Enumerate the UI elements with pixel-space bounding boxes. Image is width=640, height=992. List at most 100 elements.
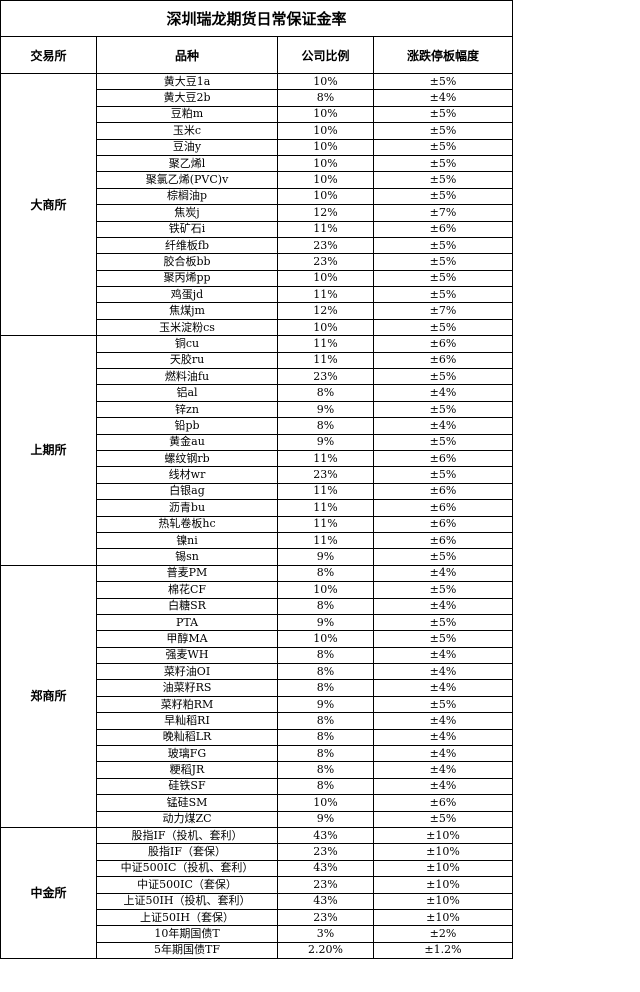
price-limit-cell: ±2% [372, 925, 514, 943]
company-ratio-cell: 9% [277, 548, 374, 566]
company-ratio-cell: 23% [277, 253, 374, 271]
product-cell: 强麦WH [96, 646, 278, 665]
price-limit-cell: ±5% [372, 187, 514, 206]
price-limit-cell: ±6% [372, 335, 514, 353]
price-limit-cell: ±1.2% [372, 941, 514, 960]
table-row: 油菜籽RS 8% ±4% [1, 679, 514, 697]
table-row: 鸡蛋jd 11% ±5% [1, 286, 514, 304]
product-cell: 锡sn [96, 548, 278, 566]
company-ratio-cell: 23% [277, 876, 374, 894]
company-ratio-cell: 11% [277, 482, 374, 501]
price-limit-cell: ±5% [372, 581, 514, 599]
table-row: 豆粕m 10% ±5% [1, 105, 514, 124]
product-cell: 焦炭j [96, 204, 278, 222]
price-limit-cell: ±5% [372, 253, 514, 271]
company-ratio-cell: 10% [277, 187, 374, 206]
product-cell: 胶合板bb [96, 253, 278, 271]
table-row: 中金所 股指IF（投机、套利） 43% ±10% [0, 826, 514, 960]
price-limit-cell: ±4% [372, 712, 514, 730]
table-row: 棕榈油p 10% ±5% [1, 187, 514, 206]
product-cell: 豆油y [96, 138, 278, 156]
company-ratio-cell: 2.20% [277, 941, 374, 960]
header-company-ratio: 公司比例 [277, 36, 374, 74]
price-limit-cell: ±6% [372, 499, 514, 517]
company-ratio-cell: 8% [277, 679, 374, 697]
product-cell: 纤维板fb [96, 236, 278, 255]
product-cell: 玻璃FG [96, 745, 278, 763]
company-ratio-cell: 9% [277, 400, 374, 419]
company-ratio-cell: 9% [277, 810, 374, 828]
product-cell: 股指IF（投机、套利） [96, 826, 278, 845]
company-ratio-cell: 10% [277, 581, 374, 599]
price-limit-cell: ±7% [372, 302, 514, 320]
company-ratio-cell: 10% [277, 105, 374, 124]
table-row: 焦炭j 12% ±7% [1, 204, 514, 222]
company-ratio-cell: 12% [277, 302, 374, 320]
price-limit-cell: ±6% [372, 531, 514, 550]
price-limit-cell: ±5% [372, 138, 514, 156]
company-ratio-cell: 9% [277, 613, 374, 632]
product-cell: 天胶ru [96, 351, 278, 370]
product-cell: 铅pb [96, 417, 278, 435]
price-limit-cell: ±4% [372, 89, 514, 107]
header-price-limit: 涨跌停板幅度 [372, 36, 514, 74]
company-ratio-cell: 8% [277, 728, 374, 747]
product-cell: 玉米淀粉cs [96, 318, 278, 337]
company-ratio-cell: 10% [277, 138, 374, 156]
company-ratio-cell: 11% [277, 220, 374, 238]
company-ratio-cell: 43% [277, 826, 374, 845]
product-cell: 上证50IH（投机、套利） [96, 892, 278, 910]
product-cell: 中证500IC（套保） [96, 876, 278, 894]
company-ratio-cell: 11% [277, 335, 374, 353]
company-ratio-cell: 23% [277, 368, 374, 386]
company-ratio-cell: 11% [277, 499, 374, 517]
table-row: 粳稻JR 8% ±4% [1, 761, 514, 779]
product-cell: 硅铁SF [96, 777, 278, 796]
company-ratio-cell: 23% [277, 236, 374, 255]
product-cell: 聚乙烯l [96, 154, 278, 173]
price-limit-cell: ±4% [372, 777, 514, 796]
product-cell: 锰硅SM [96, 794, 278, 812]
product-cell: 晚籼稻LR [96, 728, 278, 747]
product-cell: 黄大豆2b [96, 89, 278, 107]
price-limit-cell: ±4% [372, 384, 514, 402]
table-row: 聚氯乙烯(PVC)v 10% ±5% [1, 171, 514, 189]
table-row: 郑商所 普麦PM 8% ±4% [0, 564, 514, 828]
product-cell: 焦煤jm [96, 302, 278, 320]
product-cell: 聚丙烯pp [96, 269, 278, 288]
price-limit-cell: ±5% [372, 433, 514, 451]
exchange-cell: 上期所 [0, 335, 97, 566]
company-ratio-cell: 11% [277, 351, 374, 370]
company-ratio-cell: 8% [277, 712, 374, 730]
company-ratio-cell: 23% [277, 843, 374, 861]
product-cell: 聚氯乙烯(PVC)v [96, 171, 278, 189]
price-limit-cell: ±5% [372, 400, 514, 419]
company-ratio-cell: 10% [277, 72, 374, 91]
price-limit-cell: ±4% [372, 745, 514, 763]
table-row: 晚籼稻LR 8% ±4% [1, 728, 514, 747]
table-row: 10年期国债T 3% ±2% [1, 925, 514, 943]
product-cell: 10年期国债T [96, 925, 278, 943]
company-ratio-cell: 10% [277, 794, 374, 812]
exchange-cell: 大商所 [0, 72, 97, 337]
product-cell: 5年期国债TF [96, 941, 278, 960]
product-cell: 股指IF（套保） [96, 843, 278, 861]
company-ratio-cell: 23% [277, 908, 374, 927]
table-row: 白糖SR 8% ±4% [1, 597, 514, 615]
price-limit-cell: ±5% [372, 236, 514, 255]
price-limit-cell: ±7% [372, 204, 514, 222]
company-ratio-cell: 10% [277, 630, 374, 648]
price-limit-cell: ±10% [372, 826, 514, 845]
price-limit-cell: ±10% [372, 908, 514, 927]
table-row: 铝al 8% ±4% [1, 384, 514, 402]
price-limit-cell: ±5% [372, 613, 514, 632]
product-cell: 线材wr [96, 466, 278, 484]
price-limit-cell: ±10% [372, 892, 514, 910]
table-row: 中证500IC（套保） 23% ±10% [1, 876, 514, 894]
company-ratio-cell: 8% [277, 777, 374, 796]
table-row: 热轧卷板hc 11% ±6% [1, 515, 514, 533]
company-ratio-cell: 8% [277, 417, 374, 435]
product-cell: 甲醇MA [96, 630, 278, 648]
product-cell: 上证50IH（套保） [96, 908, 278, 927]
price-limit-cell: ±5% [372, 466, 514, 484]
